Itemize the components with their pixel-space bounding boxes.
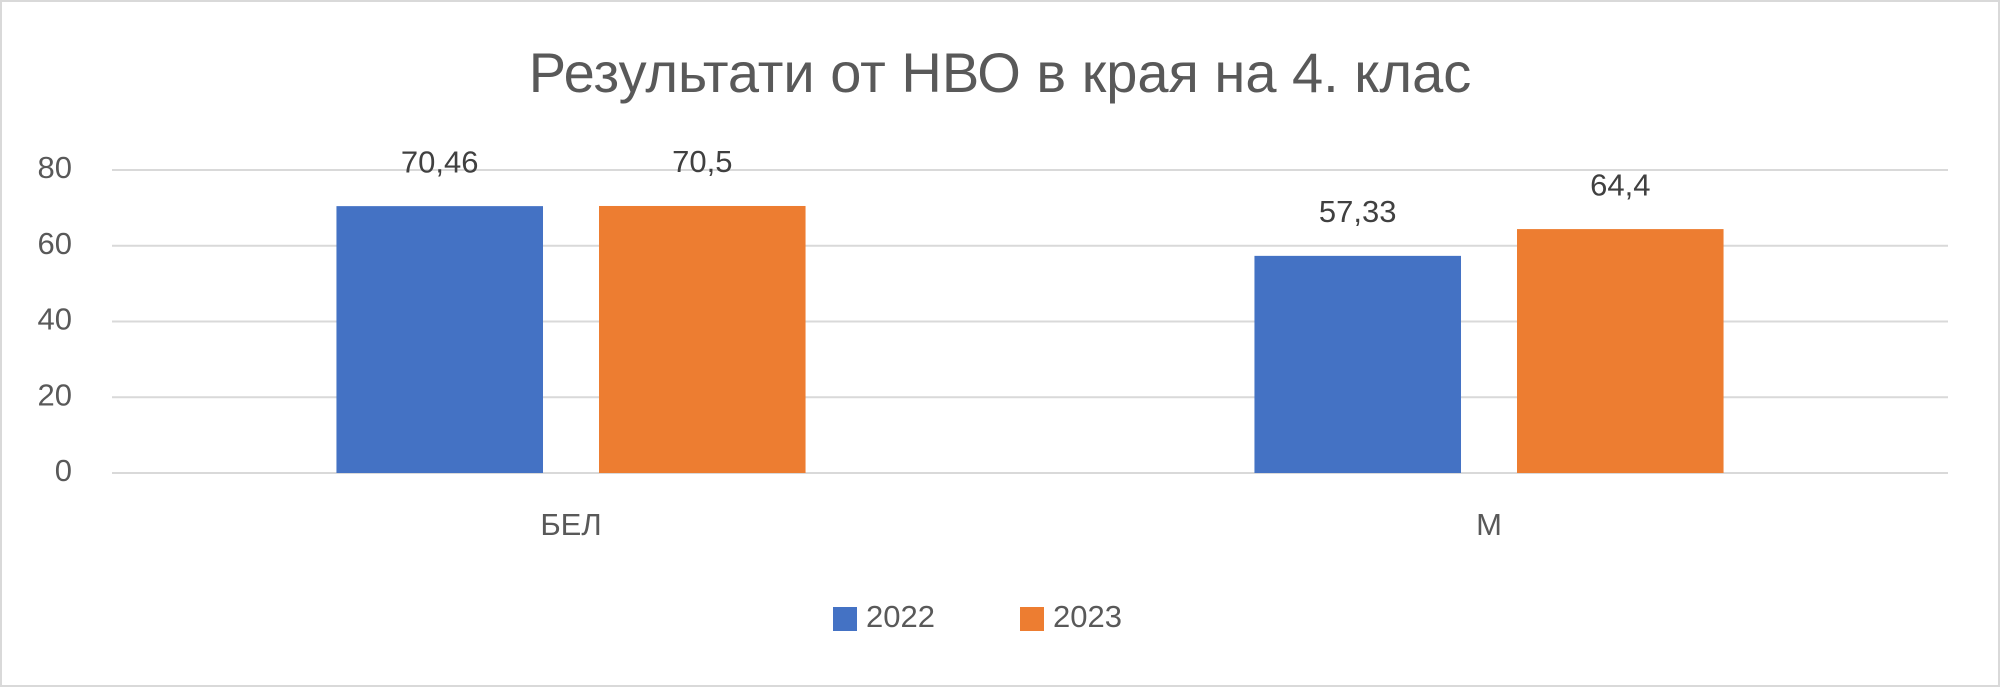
y-tick-label: 40 [38, 302, 72, 337]
bar [1254, 255, 1462, 473]
legend-label: 2022 [866, 599, 935, 634]
x-tick-label: БЕЛ [540, 507, 601, 542]
x-tick-label: М [1476, 507, 1502, 542]
legend-label: 2023 [1053, 599, 1122, 634]
bar [336, 206, 544, 473]
bar [598, 205, 806, 473]
legend-swatch [833, 607, 857, 631]
value-label: 57,33 [1319, 194, 1397, 229]
value-label: 70,5 [672, 144, 732, 179]
bar [1516, 229, 1724, 473]
y-tick-label: 20 [38, 377, 72, 412]
value-label: 70,46 [401, 144, 479, 179]
legend-swatch [1020, 607, 1044, 631]
y-tick-label: 60 [38, 226, 72, 261]
value-label: 64,4 [1590, 167, 1650, 202]
y-tick-label: 0 [55, 453, 72, 488]
chart-title: Результати от НВО в края на 4. клас [529, 41, 1472, 104]
y-tick-label: 80 [38, 150, 72, 185]
